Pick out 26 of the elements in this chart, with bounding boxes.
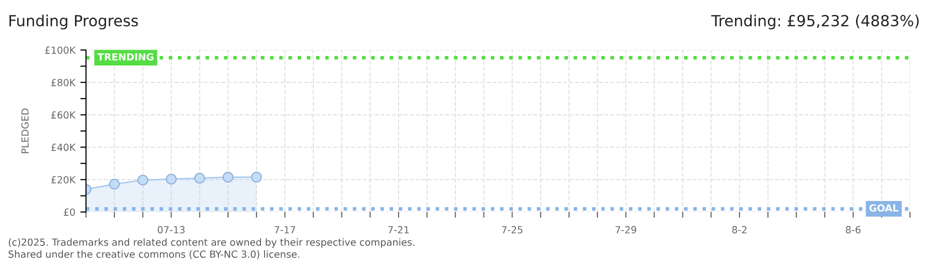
point bbox=[109, 178, 120, 190]
point bbox=[137, 174, 148, 186]
y-tick-label: £40K bbox=[51, 144, 76, 152]
point bbox=[166, 174, 177, 184]
x-tick-label: 7-17 bbox=[274, 226, 296, 234]
y-tick-label: £100K bbox=[45, 46, 76, 54]
x-tick-label: 8-2 bbox=[732, 226, 746, 234]
y-tick-label: £0 bbox=[64, 208, 75, 216]
text: Shared under the creative commons (CC BY-NC 3.0) license. bbox=[8, 250, 300, 259]
y-tick-label: £20K bbox=[51, 176, 76, 184]
point bbox=[222, 172, 234, 183]
ref-line-label: GOAL bbox=[869, 204, 898, 212]
x-tick-label: 8-6 bbox=[846, 226, 860, 234]
y-tick-label: £80K bbox=[51, 78, 76, 86]
text: (c)2025. Trademarks and related content are owned by their respective companies. bbox=[8, 238, 414, 248]
y-tick-label: £60K bbox=[51, 111, 76, 119]
ref-line-label: TRENDING bbox=[97, 53, 154, 61]
x-tick-label: 7-21 bbox=[388, 226, 409, 234]
text: Trending: £95,232 (4883%) bbox=[711, 14, 919, 30]
chart-title: Funding Progress bbox=[10, 14, 138, 30]
y-axis-title: PLEDGED bbox=[21, 108, 29, 154]
x-tick-label: 7-29 bbox=[616, 226, 636, 234]
x-tick-label: 7-25 bbox=[502, 226, 522, 234]
point bbox=[194, 172, 206, 184]
x-tick-label: 07-13 bbox=[158, 226, 185, 234]
point bbox=[251, 172, 262, 183]
